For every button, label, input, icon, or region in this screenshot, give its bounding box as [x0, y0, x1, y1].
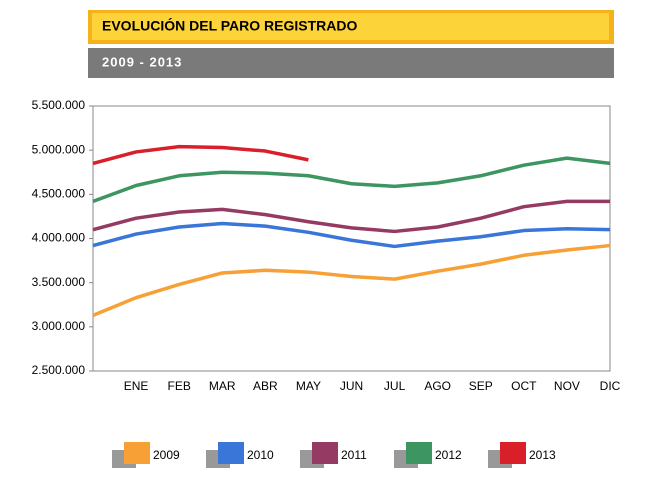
- x-tick-label: DIC: [600, 379, 621, 393]
- x-tick-label: OCT: [511, 379, 537, 393]
- legend-label: 2011: [341, 448, 367, 462]
- legend-swatch: [500, 442, 526, 464]
- series-line: [92, 221, 611, 249]
- series-line: [92, 199, 610, 234]
- legend-label: 2010: [247, 448, 274, 462]
- y-tick-label: 4.500.000: [32, 187, 86, 201]
- x-tick-label: FEB: [167, 379, 190, 393]
- x-tick-label: MAY: [296, 379, 321, 393]
- series-line: [92, 144, 309, 166]
- x-tick-label: ENE: [124, 379, 149, 393]
- y-tick-label: 3.000.000: [32, 319, 86, 333]
- y-tick-label: 3.500.000: [32, 275, 86, 289]
- y-tick-label: 5.500.000: [32, 98, 86, 112]
- y-tick-label: 2.500.000: [32, 363, 86, 377]
- title-banner-inner: [92, 13, 609, 40]
- x-tick-label: JUL: [384, 379, 406, 393]
- subtitle-banner: [88, 48, 614, 78]
- chart-subtitle: 2009 - 2013: [102, 54, 182, 69]
- legend-swatch: [406, 442, 432, 464]
- x-tick-label: ABR: [253, 379, 278, 393]
- legend-swatch: [312, 442, 338, 464]
- x-tick-label: NOV: [554, 379, 580, 393]
- chart-title: EVOLUCIÓN DEL PARO REGISTRADO: [102, 17, 358, 34]
- series-line: [92, 156, 611, 204]
- x-tick-label: MAR: [209, 379, 236, 393]
- legend-label: 2012: [435, 448, 462, 462]
- y-tick-label: 5.000.000: [32, 142, 86, 156]
- legend-label: 2009: [153, 448, 180, 462]
- y-tick-label: 4.000.000: [32, 231, 86, 245]
- legend-swatch: [218, 442, 244, 464]
- x-tick-label: AGO: [424, 379, 451, 393]
- x-tick-label: JUN: [340, 379, 363, 393]
- legend-label: 2013: [529, 448, 556, 462]
- series-line: [92, 243, 611, 317]
- legend-swatch: [124, 442, 150, 464]
- x-tick-label: SEP: [469, 379, 493, 393]
